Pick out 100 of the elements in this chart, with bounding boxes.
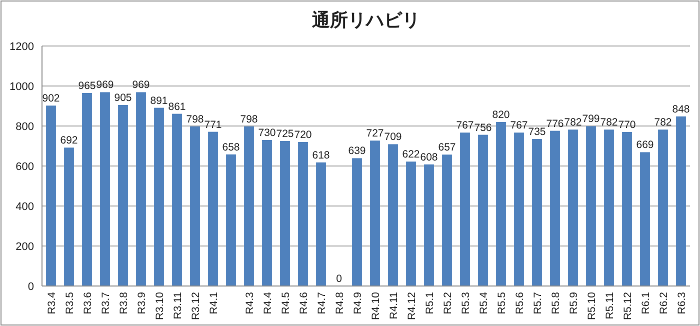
x-tick-label: R3.11 [172,292,184,320]
x-tick-label: R5.2 [442,292,454,314]
x-tick-label: R4.5 [280,292,292,314]
x-tick-label: R4.10 [370,292,382,320]
bar [64,148,74,286]
bar [316,162,326,286]
x-tick-label: R5.11 [604,292,616,320]
bar [388,144,398,286]
bar [280,141,290,286]
bar [658,130,668,286]
x-tick-label: R4.8 [334,292,346,314]
data-label: 891 [150,94,168,107]
data-label: 618 [312,149,330,162]
x-tick-label: R5.10 [586,292,598,320]
bar [460,132,470,286]
data-label: 709 [384,131,402,144]
data-label: 771 [204,118,222,131]
x-tick-label: R6.1 [640,292,652,314]
data-label: 727 [366,128,384,140]
data-label: 782 [600,116,618,129]
data-label: 657 [438,142,456,154]
data-label: 608 [420,151,438,164]
y-tick-label: 400 [16,201,34,213]
bar [478,134,488,286]
data-label: 767 [510,120,528,132]
x-tick-label: R3.4 [46,292,58,314]
data-label: 782 [564,116,582,129]
x-tick-label: R3.9 [136,292,148,314]
bar [136,92,146,286]
data-label: 776 [546,118,564,130]
x-tick-label: R4.1 [208,292,220,314]
y-tick-label: 1200 [10,41,34,53]
x-tick-label: R4.7 [316,292,328,314]
x-tick-label: R3.12 [190,292,202,320]
bar [622,132,632,286]
x-tick-label: R3.5 [64,292,76,314]
bar [676,116,686,286]
x-tick-label: R5.9 [568,292,580,314]
x-tick-label: R4.9 [352,292,364,314]
data-label: 799 [582,113,600,126]
bar [82,93,92,286]
bar [154,108,164,286]
bar [514,132,524,286]
x-tick-label: R5.1 [424,292,436,314]
data-label: 902 [42,92,60,105]
data-label: 756 [474,122,492,134]
bar [604,130,614,286]
chart-title: 通所リハビリ [311,10,420,30]
bar [172,114,182,286]
x-tick-label: R4.11 [388,292,400,320]
y-tick-label: 800 [16,121,34,133]
bar [352,158,362,286]
data-label: 965 [78,80,96,92]
bar [100,92,110,286]
bar [370,140,380,286]
data-label: 692 [60,134,78,147]
x-tick-label: R6.3 [676,292,688,314]
y-tick-label: 600 [16,161,34,173]
x-tick-label: R5.6 [514,292,526,314]
bar [568,130,578,286]
data-label: 848 [672,103,690,116]
x-tick-label: R5.3 [460,292,472,314]
bar [640,152,650,286]
x-tick-label: R4.12 [406,292,418,320]
bar [46,106,56,286]
bar [586,126,596,286]
data-label: 798 [186,113,204,126]
data-label: 658 [222,141,240,154]
x-tick-label: R4.6 [298,292,310,314]
x-tick-label: R3.10 [154,292,166,320]
data-label: 861 [168,100,186,113]
data-label: 639 [348,145,366,158]
data-label: 767 [456,120,474,132]
data-label: 969 [96,79,114,92]
bar [262,140,272,286]
data-label: 798 [240,113,258,126]
data-label: 725 [276,128,294,140]
data-label: 770 [618,119,636,131]
data-label: 782 [654,116,672,129]
bar [550,130,560,286]
data-label: 720 [294,129,312,141]
y-tick-label: 200 [16,241,34,253]
x-tick-label: R4.4 [262,292,274,314]
data-label: 735 [528,126,546,138]
x-tick-label: R3.8 [118,292,130,314]
bar [190,126,200,286]
data-label: 969 [132,79,150,92]
x-tick-label: R5.7 [532,292,544,314]
x-tick-label: R4.3 [244,292,256,314]
bar [118,105,128,286]
data-label: 669 [636,139,654,152]
bar [532,139,542,286]
bar [424,164,434,286]
bar [406,162,416,286]
x-tick-label: R5.12 [622,292,634,320]
x-tick-label: R3.7 [100,292,112,314]
bar [298,142,308,286]
data-label: 730 [258,127,276,139]
data-label: 622 [402,148,420,161]
y-tick-label: 0 [28,281,34,293]
